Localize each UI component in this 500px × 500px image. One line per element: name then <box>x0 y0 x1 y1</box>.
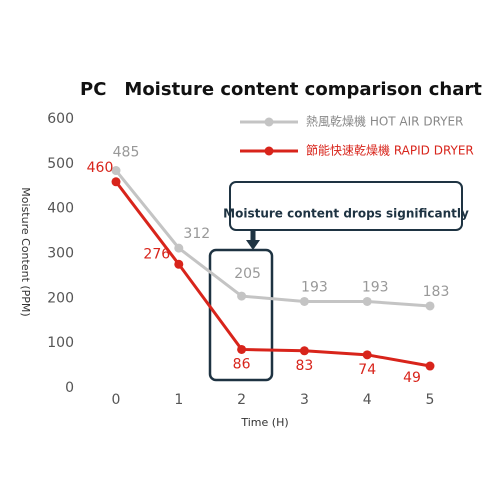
data-label: 205 <box>234 266 261 282</box>
x-tick-label: 1 <box>174 392 183 408</box>
data-label: 183 <box>423 284 450 300</box>
data-point <box>111 166 121 176</box>
x-tick-label: 3 <box>300 392 309 408</box>
legend-label: 熱風乾燥機 HOT AIR DRYER <box>306 114 463 129</box>
series-line <box>114 180 431 368</box>
data-label: 276 <box>143 246 170 262</box>
x-axis-label: Time (H) <box>240 416 288 429</box>
data-point <box>362 296 372 306</box>
legend-marker <box>264 146 274 156</box>
data-label: 49 <box>403 370 421 386</box>
data-point <box>174 243 184 253</box>
x-tick-label: 4 <box>363 392 372 408</box>
x-tick-label: 0 <box>112 392 121 408</box>
data-label: 312 <box>183 226 210 242</box>
data-point <box>237 291 247 301</box>
data-label: 193 <box>362 279 389 295</box>
y-tick-label: 200 <box>47 290 74 306</box>
data-label: 193 <box>301 279 328 295</box>
y-tick-label: 300 <box>47 246 74 262</box>
legend-marker <box>264 117 274 127</box>
data-point <box>237 344 247 354</box>
annotation-arrow-head <box>246 240 260 250</box>
data-point <box>111 177 121 187</box>
data-point <box>299 346 309 356</box>
data-label: 485 <box>113 145 140 161</box>
series-line <box>114 169 431 308</box>
y-tick-label: 400 <box>47 201 74 217</box>
y-tick-label: 0 <box>65 380 74 396</box>
y-tick-label: 600 <box>47 111 74 127</box>
annotation: Moisture content drops significantly <box>223 207 469 221</box>
y-tick-label: 500 <box>47 156 74 172</box>
data-point <box>174 259 184 269</box>
y-axis-label: Moisture Content (PPM) <box>19 187 32 316</box>
data-point <box>425 301 435 311</box>
data-label: 460 <box>87 160 114 176</box>
data-point <box>299 296 309 306</box>
data-point <box>425 361 435 371</box>
data-label: 83 <box>295 358 313 374</box>
data-label: 86 <box>233 356 251 372</box>
highlight-box <box>208 248 274 382</box>
legend-label: 節能快速乾燥機 RAPID DRYER <box>306 143 474 158</box>
y-tick-label: 100 <box>47 335 74 351</box>
x-tick-label: 2 <box>237 392 246 408</box>
data-point <box>362 350 372 360</box>
data-label: 74 <box>358 362 376 378</box>
annotation-box <box>229 181 463 231</box>
x-tick-label: 5 <box>426 392 435 408</box>
chart-title: PC Moisture content comparison chart <box>80 79 482 100</box>
